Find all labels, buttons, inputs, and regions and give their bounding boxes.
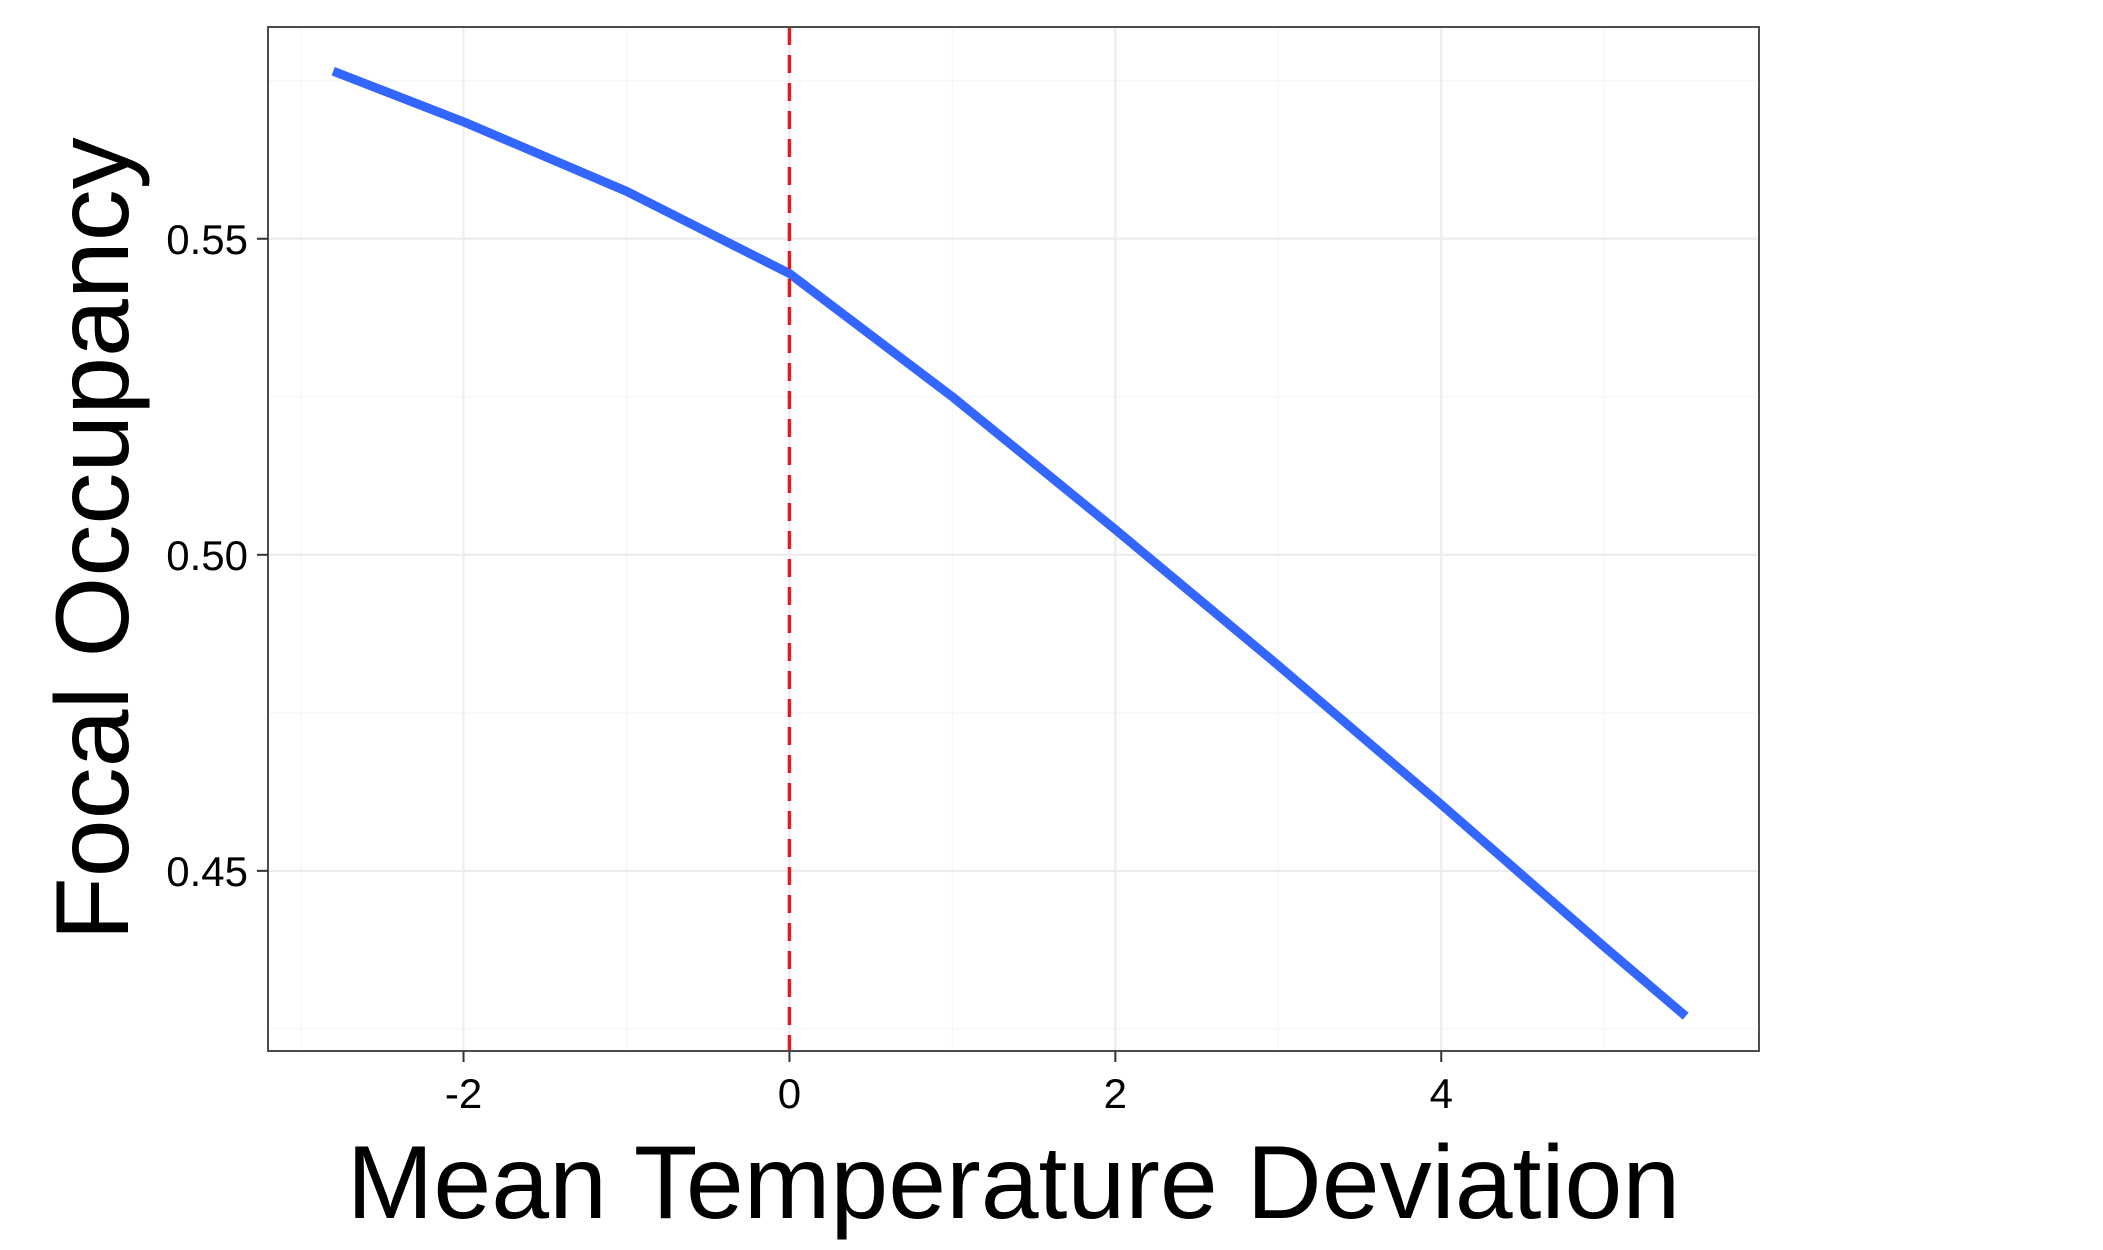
x-tick-label: -2 <box>445 1070 482 1117</box>
x-tick-label: 0 <box>778 1070 801 1117</box>
axis-ticks: -2 0 2 4 0.45 0.50 0.55 <box>166 216 1453 1117</box>
x-tick-label: 2 <box>1104 1070 1127 1117</box>
y-tick-label: 0.45 <box>166 848 248 895</box>
y-tick-label: 0.50 <box>166 532 248 579</box>
y-tick-label: 0.55 <box>166 216 248 263</box>
gridlines <box>268 27 1759 1051</box>
series-layer <box>331 67 1689 1020</box>
y-axis-title: Focal Occupancy <box>35 137 151 940</box>
plot-panel-border <box>267 26 1760 1052</box>
x-tick-label: 4 <box>1430 1070 1453 1117</box>
x-axis-title: Mean Temperature Deviation <box>347 1125 1680 1241</box>
series-line-0 <box>331 67 1689 1020</box>
